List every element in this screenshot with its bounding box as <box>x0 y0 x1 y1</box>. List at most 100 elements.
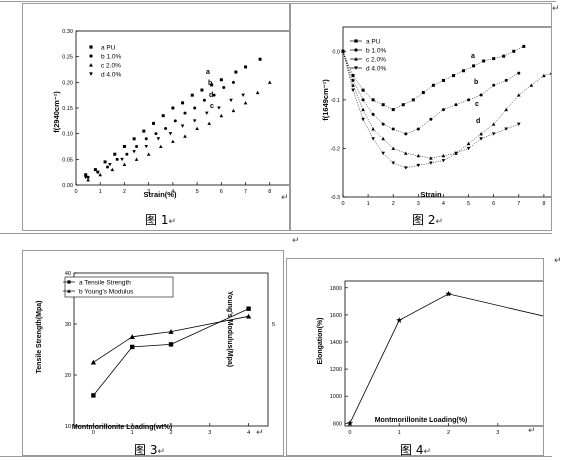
chart-2-series-3-point <box>542 73 546 78</box>
chart-2-series-1-point <box>431 83 435 87</box>
chart-2-series-1-point <box>401 103 405 107</box>
chart-3-x-axis-label: Montmorillonite Loading(wt%) <box>72 424 172 431</box>
chart-2-series-2-point <box>429 117 433 121</box>
chart-1-series-1-point <box>93 168 97 172</box>
chart-1-series-2-point <box>105 165 109 169</box>
chart-1-y-tick-label: 0.30 <box>62 29 73 35</box>
chart-1-series-1-point <box>132 137 136 141</box>
chart-1-series-4-point <box>205 111 209 115</box>
chart-1-series-3-point <box>134 157 139 161</box>
chart-2-series-3-point <box>351 83 355 87</box>
chart-2-series-4-point <box>491 132 496 136</box>
chart-1-series-4-point <box>108 162 112 167</box>
chart-3-series-2-point <box>90 359 97 365</box>
chart-2-series-4-point <box>479 137 483 141</box>
chart-2-series-1-point <box>502 54 506 58</box>
chart-2-x-tick-label: 4 <box>442 201 445 207</box>
chart-3-series-1-point <box>91 393 96 398</box>
chart-2-series-3-point <box>429 156 433 160</box>
chart-1-series-1-point <box>161 114 165 118</box>
chart-4-y-tick-label: 1800 <box>330 286 342 292</box>
chart-2-series-4-point <box>391 161 396 165</box>
chart-2-x-tick-label: 3 <box>417 201 420 207</box>
chart-2-series-1-point <box>522 44 526 48</box>
chart-1-series-annotation: b <box>208 80 212 87</box>
chart-4-x-tick-label: 3 <box>496 430 499 436</box>
chart-2-series-4 <box>341 49 521 170</box>
chart-2-series-1-point <box>361 88 365 92</box>
chart-2-series-2-point <box>361 98 365 102</box>
chart-1-x-tick-label: 8 <box>268 189 271 195</box>
chart-2-series-1-point <box>391 108 395 112</box>
chart-2-series-4-point <box>351 88 355 92</box>
chart-4-series-1-point <box>346 420 354 426</box>
caption-3: 图 3↵ <box>134 441 165 458</box>
caption-3-mark: ↵ <box>157 447 165 457</box>
caption-1-text: 图 1 <box>145 213 169 227</box>
chart-3-legend-label: a Tensile Strength <box>79 280 131 287</box>
chart-2-series-2-point <box>381 122 385 126</box>
chart-2-x-axis-label: Strain <box>420 190 442 199</box>
chart-2-series-2-point <box>492 83 496 87</box>
chart-1-series-4-point <box>168 132 173 136</box>
chart-2-series-4-line <box>342 51 519 169</box>
chart-1-series-annotation: c <box>210 103 214 110</box>
chart-4-x-tick-label: 1 <box>398 430 401 436</box>
chart-1-x-tick-label: 2 <box>123 189 126 195</box>
chart-3-series-1-point <box>130 344 135 350</box>
chart-1-series-1-point <box>200 88 204 92</box>
chart-4-svg: 0123480010001200140016001800Montmorillon… <box>317 280 558 436</box>
chart-2-series-2 <box>341 49 521 136</box>
chart-4-y-tick-label: 1200 <box>330 367 342 373</box>
chart-2-series-2-point <box>504 78 508 82</box>
chart-3-x-tick-label: 4 <box>247 430 250 436</box>
caption-2-text: 图 2 <box>412 213 436 227</box>
chart-1-series-2-point <box>135 145 139 148</box>
chart-2-series-3-point <box>466 141 471 146</box>
chart-2-series-2-point <box>351 78 355 82</box>
chart-2-series-1-point <box>462 69 466 73</box>
chart-1-series-3-point <box>171 139 175 143</box>
chart-1-series-3-point <box>255 90 260 95</box>
chart-4-x-tick-label: 0 <box>348 430 351 436</box>
figure-4: 0123480010001200140016001800Montmorillon… <box>286 258 558 456</box>
chart-1-x-tick-label: 6 <box>220 189 223 195</box>
chart-1-series-2-point <box>164 127 168 131</box>
chart-1-x-tick-label: 0 <box>74 189 77 195</box>
chart-3-y-tick-label: 10 <box>65 424 71 430</box>
chart-2-series-4-point <box>454 151 458 156</box>
caption-3-text: 图 3 <box>134 443 158 457</box>
chart-4-y-axis-label: Elongation(%) <box>317 317 324 364</box>
chart-2-series-2-point <box>479 93 483 97</box>
chart-2-series-4-point <box>504 127 509 131</box>
chart-2-series-2-point <box>454 103 458 107</box>
chart-1-series-3-point <box>195 126 199 131</box>
caption-2-mark: ↵ <box>435 217 443 227</box>
chart-1-series-4-point <box>144 145 149 149</box>
chart-1-series-1-point <box>113 152 117 156</box>
chart-1-series-2-point <box>144 137 148 141</box>
chart-3-series-1-point <box>168 342 174 347</box>
chart-1-series-4-point <box>132 150 136 154</box>
chart-1-series-4-point <box>156 137 161 141</box>
chart-1-series-2-point <box>193 106 197 110</box>
mid-right-mark: ↵ <box>554 256 562 266</box>
chart-3-series-2-point <box>129 334 135 339</box>
chart-1-series-annotation: d <box>209 92 213 99</box>
caption-2: 图 2↵ <box>412 211 443 228</box>
chart-2-series-2-point <box>416 127 420 131</box>
chart-1-series-1-point <box>122 145 126 148</box>
chart-3-legend-box <box>64 276 174 298</box>
chart-2-series-2-point <box>391 127 395 131</box>
chart-1-series-4 <box>83 93 245 180</box>
chart-2-series-1-point <box>411 98 415 102</box>
chart-1-legend-label: b 1.0% <box>101 54 121 61</box>
caption-1: 图 1↵ <box>145 211 176 228</box>
chart-1-series-4-point <box>192 119 197 123</box>
chart-1-series-3 <box>86 80 272 182</box>
chart-4-x-axis-label: Montmorillonite Loading(%) <box>375 417 468 424</box>
chart-4-return-mark: ↵ <box>528 426 536 436</box>
chart-1-x-axis-label: Strain(%) <box>144 190 177 199</box>
chart-1-series-1-point <box>190 93 194 97</box>
chart-3-legend-marker <box>67 289 71 293</box>
